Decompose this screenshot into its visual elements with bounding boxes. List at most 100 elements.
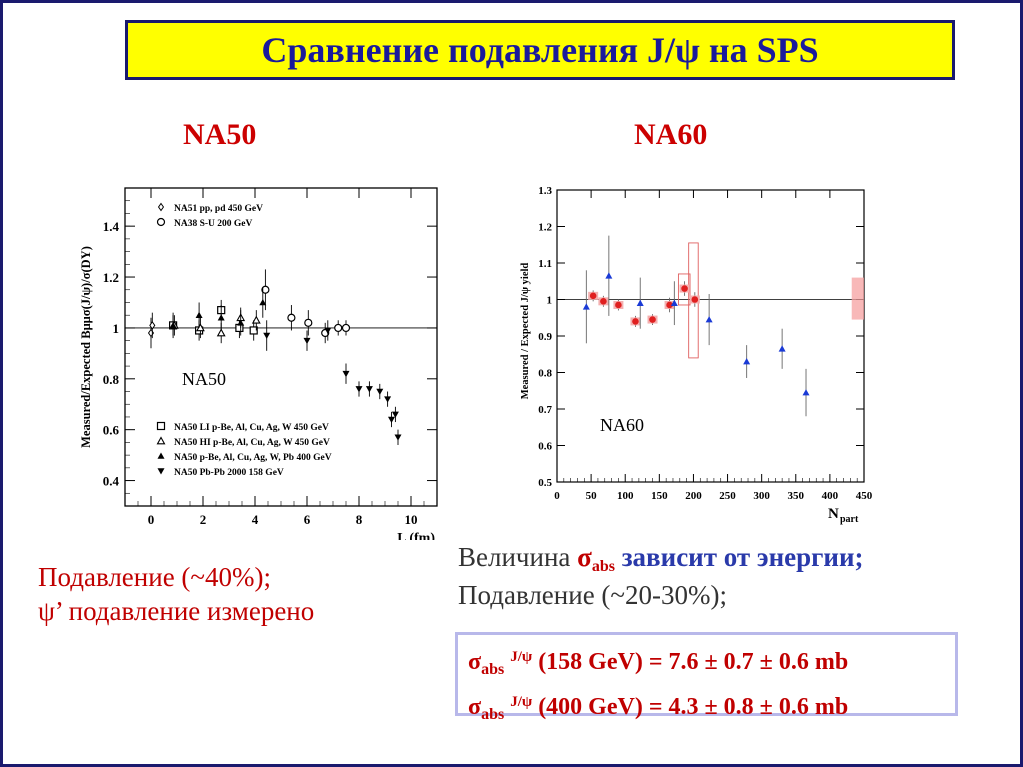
na60-x-tick-label: 0	[554, 490, 560, 502]
na60-x-tick-label: 200	[685, 490, 702, 502]
na50-data-point	[169, 321, 177, 329]
na50-data-point	[304, 318, 313, 327]
na60-data-point	[605, 272, 613, 279]
na50-legend-marker	[157, 452, 165, 459]
na50-x-tick-label: 6	[304, 512, 311, 527]
na50-y-tick-label: 1	[113, 321, 120, 336]
na60-y-tick-label: 0.7	[538, 404, 552, 416]
na60-x-tick-label: 100	[617, 490, 634, 502]
na50-data-point	[303, 337, 311, 345]
na50-data-point	[216, 328, 226, 337]
na50-data-point	[261, 285, 270, 294]
na50-y-tick-label: 0.6	[103, 423, 120, 438]
slide-title-box: Сравнение подавления J/ψ на SPS	[125, 20, 955, 80]
na60-x-tick-label: 450	[856, 490, 873, 502]
na50-data-point	[237, 319, 245, 326]
na50-data-point	[324, 327, 332, 334]
na50-data-point	[195, 311, 203, 318]
na60-systematic-box	[677, 273, 691, 306]
na50-plot-label: NA50	[182, 369, 226, 389]
na60-y-tick-label: 1.2	[538, 222, 552, 234]
na50-legend-label: NA50 Pb-Pb 2000 158 GeV	[174, 468, 284, 478]
na50-data-point	[365, 386, 373, 393]
na60-data-point	[582, 303, 590, 310]
na50-x-tick-label: 4	[252, 512, 259, 527]
na60-data-point	[615, 301, 622, 309]
na50-y-tick-label: 1.2	[103, 270, 119, 285]
na50-data-point	[287, 313, 296, 322]
na50-data-point	[334, 323, 343, 333]
sigma-sup-400: J/ψ	[510, 694, 533, 710]
na60-y-tick-label: 0.6	[538, 441, 552, 453]
sigma-value-400: (400 GeV) = 4.3 ± 0.8 ± 0.6 mb	[532, 694, 849, 720]
na60-x-axis-label: N	[828, 506, 839, 522]
na50-legend-label: NA50 HI p-Be, Al, Cu, Ag, W 450 GeV	[174, 438, 330, 448]
na60-x-tick-label: 400	[822, 490, 839, 502]
sigma-symbol-400: σ	[468, 694, 482, 720]
na60-data-point	[649, 316, 656, 323]
na60-global-systematic-band	[851, 277, 864, 320]
sigma-symbol: σ	[577, 542, 592, 572]
na50-legend-marker	[156, 217, 166, 227]
na50-heading: NA50	[183, 118, 257, 151]
sigma-symbol-158: σ	[468, 649, 482, 675]
sigma-sup-158: J/ψ	[510, 649, 533, 665]
na50-x-tick-label: 0	[148, 512, 155, 527]
na60-y-tick-label: 0.8	[538, 368, 552, 380]
na60-y-tick-label: 0.5	[538, 477, 552, 489]
na50-x-tick-label: 2	[200, 512, 207, 527]
na50-y-tick-label: 1.4	[103, 219, 120, 234]
na60-note-suffix: зависит от энергии;	[614, 542, 864, 572]
na60-x-tick-label: 300	[753, 490, 770, 502]
na60-note-2: Подавление (~20-30%);	[458, 580, 727, 610]
na50-data-point	[376, 388, 384, 396]
sigma-abs-box: σabs J/ψ (158 GeV) = 7.6 ± 0.7 ± 0.6 mb …	[455, 632, 958, 723]
na60-data-point	[743, 358, 751, 365]
na50-data-point	[217, 314, 225, 321]
na50-data-point	[195, 323, 205, 332]
na50-x-tick-label: 10	[405, 512, 418, 527]
na60-y-tick-label: 1	[547, 295, 553, 307]
na50-data-point	[394, 434, 402, 441]
na50-data-point	[384, 396, 392, 403]
sigma-subscript: abs	[591, 558, 615, 575]
na50-x-axis-label: L (fm)	[397, 531, 435, 540]
na50-axes-frame	[124, 187, 438, 507]
na50-y-axis-label: Measured/Expected Bμμσ(J/ψ)/σ(DY)	[79, 246, 93, 448]
sigma-line-158: σabs J/ψ (158 GeV) = 7.6 ± 0.7 ± 0.6 mb	[468, 641, 945, 686]
na50-legend-marker	[156, 421, 166, 431]
na60-note-prefix: Величина	[458, 542, 578, 572]
na60-data-point	[589, 292, 597, 300]
na50-y-tick-label: 0.4	[103, 474, 120, 489]
na60-x-axis-label-sub: part	[840, 514, 859, 525]
na60-data-point	[681, 285, 688, 292]
na60-x-tick-label: 250	[719, 490, 736, 502]
na50-data-point	[259, 298, 267, 306]
na60-x-tick-label: 50	[586, 490, 598, 502]
na60-data-point	[636, 299, 644, 306]
na60-data-point	[691, 296, 699, 303]
sigma-line-400: σabs J/ψ (400 GeV) = 4.3 ± 0.8 ± 0.6 mb	[468, 686, 945, 731]
na50-data-point	[388, 416, 395, 424]
na60-data-point	[705, 316, 713, 323]
na60-data-point	[778, 345, 786, 352]
na50-x-tick-label: 8	[356, 512, 363, 527]
na60-x-tick-label: 150	[651, 490, 668, 502]
na50-data-point	[342, 370, 350, 378]
na50-legend-label: NA38 S-U 200 GeV	[174, 219, 253, 229]
na50-note-2: ψ’ подавление измерено	[38, 596, 315, 626]
na60-x-tick-label: 350	[788, 490, 805, 502]
na50-data-point	[391, 411, 399, 418]
na60-heading: NA60	[634, 118, 708, 151]
na50-plot: 0.4 0.6 0.8 1 1.2 1.4 0 2 4 6 8 10 L (fm) Measured/Ex…	[79, 187, 438, 540]
na50-data-point	[251, 315, 261, 324]
na60-y-tick-label: 1.1	[538, 258, 552, 270]
na60-data-point	[600, 298, 607, 305]
na50-legend-marker	[157, 468, 165, 475]
na60-data-point	[632, 318, 639, 325]
sigma-sub-400: abs	[481, 706, 505, 723]
na50-data-point	[341, 323, 351, 333]
na50-legend-label: NA50 p-Be, Al, Cu, Ag, W, Pb 400 GeV	[174, 453, 332, 463]
sigma-sub-158: abs	[481, 661, 505, 678]
